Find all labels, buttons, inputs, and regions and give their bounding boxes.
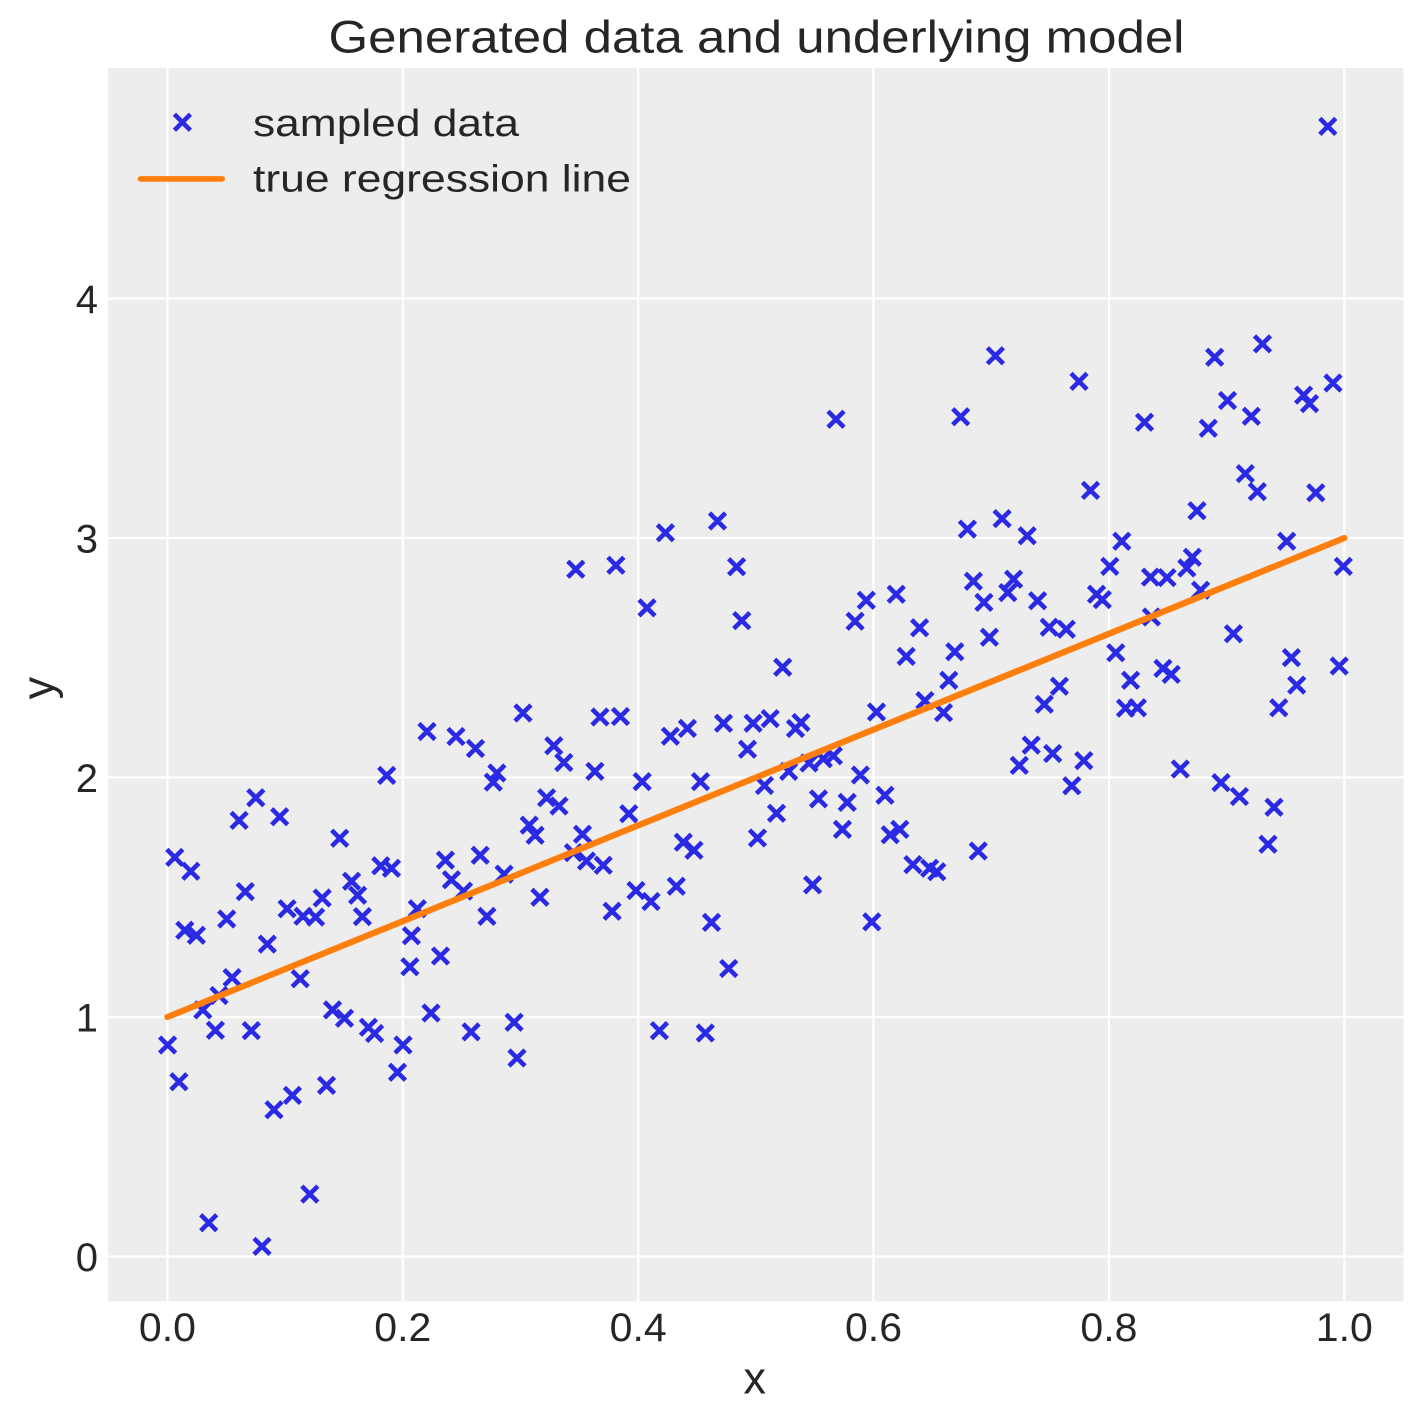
svg-text:0.4: 0.4 [610, 1306, 667, 1350]
svg-text:0.0: 0.0 [139, 1306, 196, 1350]
svg-text:1: 1 [76, 996, 98, 1040]
svg-text:y: y [13, 676, 64, 699]
svg-text:0: 0 [76, 1236, 98, 1280]
svg-text:3: 3 [76, 517, 98, 561]
svg-text:0.2: 0.2 [374, 1306, 431, 1350]
svg-text:true regression line: true regression line [253, 159, 631, 201]
svg-text:4: 4 [76, 278, 98, 322]
svg-text:Generated data and underlying: Generated data and underlying model [329, 11, 1185, 62]
svg-text:2: 2 [76, 757, 98, 801]
svg-text:0.6: 0.6 [845, 1306, 902, 1350]
svg-text:x: x [744, 1353, 767, 1404]
svg-text:1.0: 1.0 [1316, 1306, 1373, 1350]
svg-text:sampled data: sampled data [253, 103, 520, 145]
svg-text:0.8: 0.8 [1080, 1306, 1137, 1350]
